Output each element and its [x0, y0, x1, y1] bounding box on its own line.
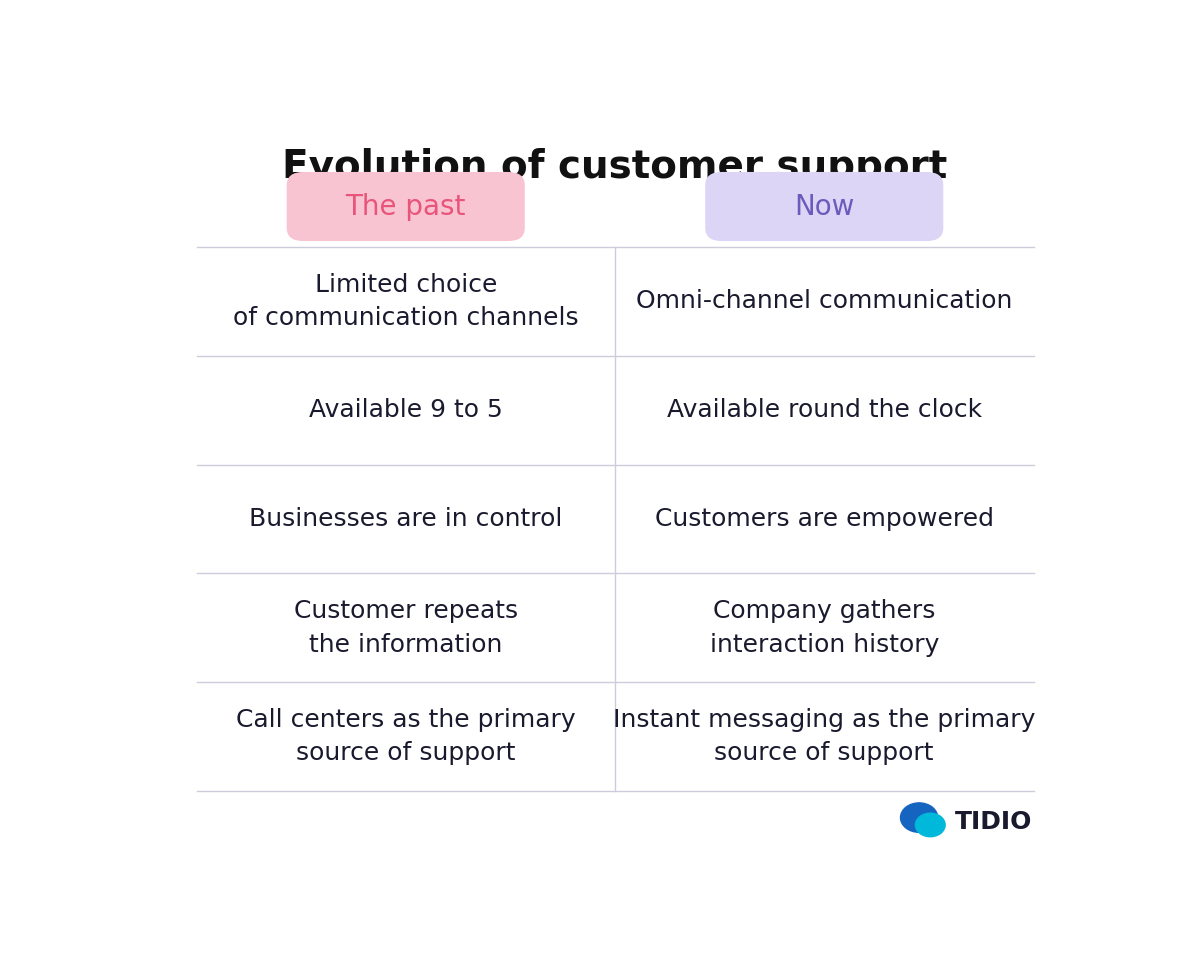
FancyBboxPatch shape	[706, 172, 943, 241]
FancyBboxPatch shape	[287, 172, 524, 241]
Text: Customer repeats
the information: Customer repeats the information	[294, 599, 518, 657]
Text: TIDIO: TIDIO	[954, 810, 1032, 834]
Text: Instant messaging as the primary
source of support: Instant messaging as the primary source …	[613, 708, 1036, 766]
Text: The past: The past	[346, 193, 466, 221]
Text: Businesses are in control: Businesses are in control	[250, 507, 563, 531]
Text: Available 9 to 5: Available 9 to 5	[308, 398, 503, 422]
Text: Omni-channel communication: Omni-channel communication	[636, 289, 1013, 313]
Text: Now: Now	[794, 193, 854, 221]
Circle shape	[900, 803, 937, 833]
Text: Customers are empowered: Customers are empowered	[655, 507, 994, 531]
Circle shape	[916, 814, 946, 837]
Text: Call centers as the primary
source of support: Call centers as the primary source of su…	[236, 708, 576, 766]
Text: Available round the clock: Available round the clock	[667, 398, 982, 422]
Text: Evolution of customer support: Evolution of customer support	[282, 148, 948, 185]
Text: Company gathers
interaction history: Company gathers interaction history	[709, 599, 938, 657]
Text: Limited choice
of communication channels: Limited choice of communication channels	[233, 272, 578, 330]
